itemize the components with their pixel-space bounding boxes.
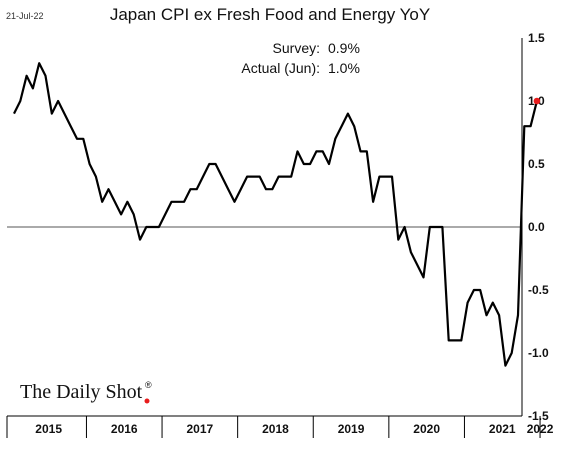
y-tick-label: 0.0 (528, 220, 545, 234)
x-tick-label: 2020 (413, 422, 440, 436)
y-tick-label: 0.5 (528, 157, 545, 171)
y-tick-labels: 1.51.00.50.0-0.5-1.0-1.5 (528, 31, 549, 423)
brand-dot (144, 398, 150, 404)
annotation-survey-label: Survey: (273, 40, 320, 56)
brand-registered-mark: ® (145, 380, 152, 390)
chart-title: Japan CPI ex Fresh Food and Energy YoY (110, 5, 430, 24)
series-group (13, 62, 541, 367)
date-stamp: 21-Jul-22 (6, 11, 44, 21)
x-tick-label: 2019 (338, 422, 365, 436)
x-tick-label: 2015 (35, 422, 62, 436)
x-tick-label: 2016 (111, 422, 138, 436)
x-tick-label: 2017 (186, 422, 213, 436)
y-tick-label: -0.5 (528, 283, 549, 297)
series-line (13, 62, 538, 367)
brand-logo: The Daily Shot ® (20, 380, 152, 404)
brand-name: The Daily Shot (20, 381, 143, 403)
y-tick-label: 1.5 (528, 31, 545, 45)
annotation-survey-value: 0.9% (328, 40, 360, 56)
x-tick-label: 2021 (489, 422, 516, 436)
annotation-actual-value: 1.0% (328, 60, 360, 76)
x-tick-label: 2018 (262, 422, 289, 436)
annotation-actual-label: Actual (Jun): (241, 60, 320, 76)
y-tick-label: -1.5 (528, 409, 549, 423)
latest-value-marker (533, 97, 541, 105)
x-tick-labels: 2015 2016 2017 2018 2019 2020 2021 2022 (6, 416, 554, 438)
y-tick-label: -1.0 (528, 346, 549, 360)
